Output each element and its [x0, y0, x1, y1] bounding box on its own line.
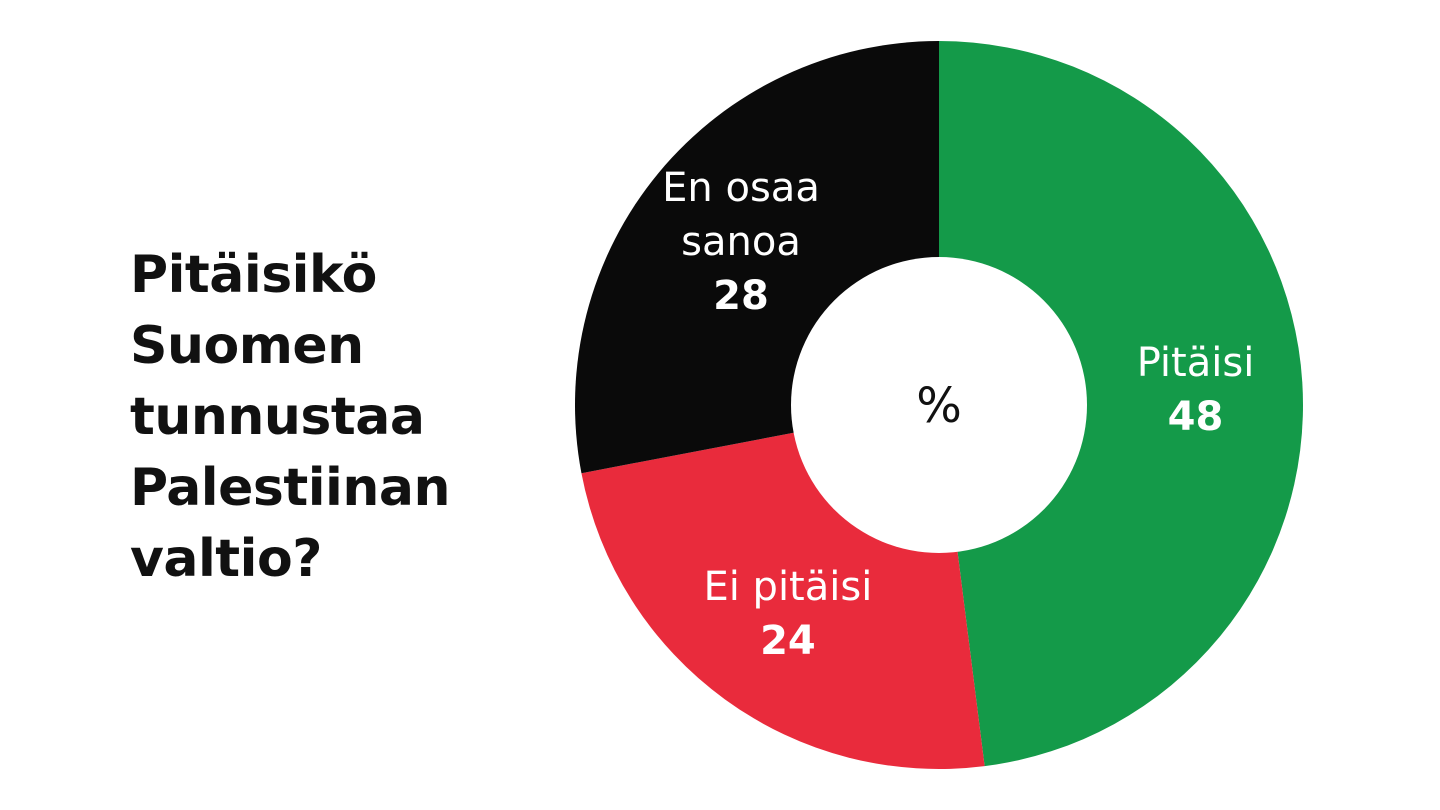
- chart-title-line: tunnustaa: [130, 387, 425, 447]
- slice-label: Pitäisi: [1137, 340, 1255, 386]
- chart-title-line: Pitäisikö: [130, 245, 377, 305]
- slice-value-label: 48: [1168, 394, 1224, 440]
- chart-title-line: Suomen: [130, 316, 364, 376]
- center-percent-label: %: [916, 378, 962, 434]
- labels-layer: Pitäisi 48 Ei pitäisi 24 En osaa sanoa 28: [662, 165, 1254, 664]
- slice-label: sanoa: [681, 219, 801, 265]
- chart-title-line: Palestiinan: [130, 458, 450, 518]
- donut-hole: [791, 257, 1087, 553]
- slice-label-group: En osaa sanoa 28: [662, 165, 820, 319]
- slice-label-group: Pitäisi 48: [1137, 340, 1255, 440]
- chart-title-line: valtio?: [130, 529, 322, 589]
- slice-label-group: Ei pitäisi 24: [703, 564, 872, 664]
- slice-label: Ei pitäisi: [703, 564, 872, 610]
- slice-value-label: 24: [760, 618, 816, 664]
- slice-label: En osaa: [662, 165, 820, 211]
- slice-value-label: 28: [713, 273, 769, 319]
- donut-slice: [939, 41, 1304, 767]
- chart-title: Pitäisikö Suomen tunnustaa Palestiinan v…: [130, 240, 550, 595]
